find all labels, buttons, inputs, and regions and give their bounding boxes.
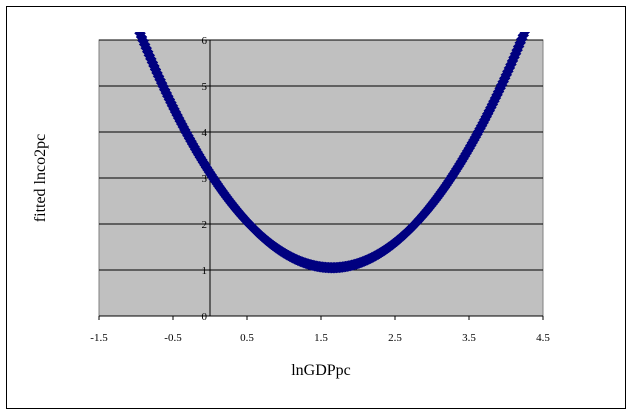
x-tick-label-3: 1.5 (314, 332, 328, 344)
data-point (128, 12, 139, 23)
series-markers (127, 7, 540, 274)
data-point (524, 15, 535, 26)
y-tick-label-4: 4 (202, 127, 208, 139)
data-point (127, 9, 138, 20)
data-point (130, 16, 141, 27)
x-axis-title: lnGDPpc (291, 362, 351, 379)
x-tick-label-1: -0.5 (164, 332, 182, 344)
y-tick-label-2: 2 (202, 219, 208, 231)
y-axis-title: fitted lnco2pc (32, 134, 49, 222)
data-point (529, 7, 540, 14)
x-tick-label-5: 3.5 (462, 332, 476, 344)
data-point (522, 18, 533, 29)
chart-svg: -1.5 -0.5 0.5 1.5 2.5 3.5 4.5 0 1 2 3 4 5 6 lnGDPpc fit… (32, 7, 550, 379)
data-point (524, 32, 529, 34)
x-tick-label-0: -1.5 (90, 332, 108, 344)
data-point (131, 20, 142, 31)
x-tick-label-6: 4.5 (536, 332, 550, 344)
chart-area: -1.5 -0.5 0.5 1.5 2.5 3.5 4.5 0 1 2 3 4 5 6 lnGDPpc fit… (6, 6, 626, 409)
y-tick-label-5: 5 (202, 81, 208, 93)
data-point (526, 11, 537, 22)
y-tick-label-0: 0 (202, 311, 208, 323)
data-point (527, 7, 538, 18)
y-tick-label-1: 1 (202, 265, 208, 277)
y-tick-label-6: 6 (202, 35, 208, 47)
data-point (519, 32, 531, 38)
x-tick-label-4: 2.5 (388, 332, 402, 344)
y-tick-label-3: 3 (202, 173, 208, 185)
x-tick-label-2: 0.5 (240, 332, 254, 344)
